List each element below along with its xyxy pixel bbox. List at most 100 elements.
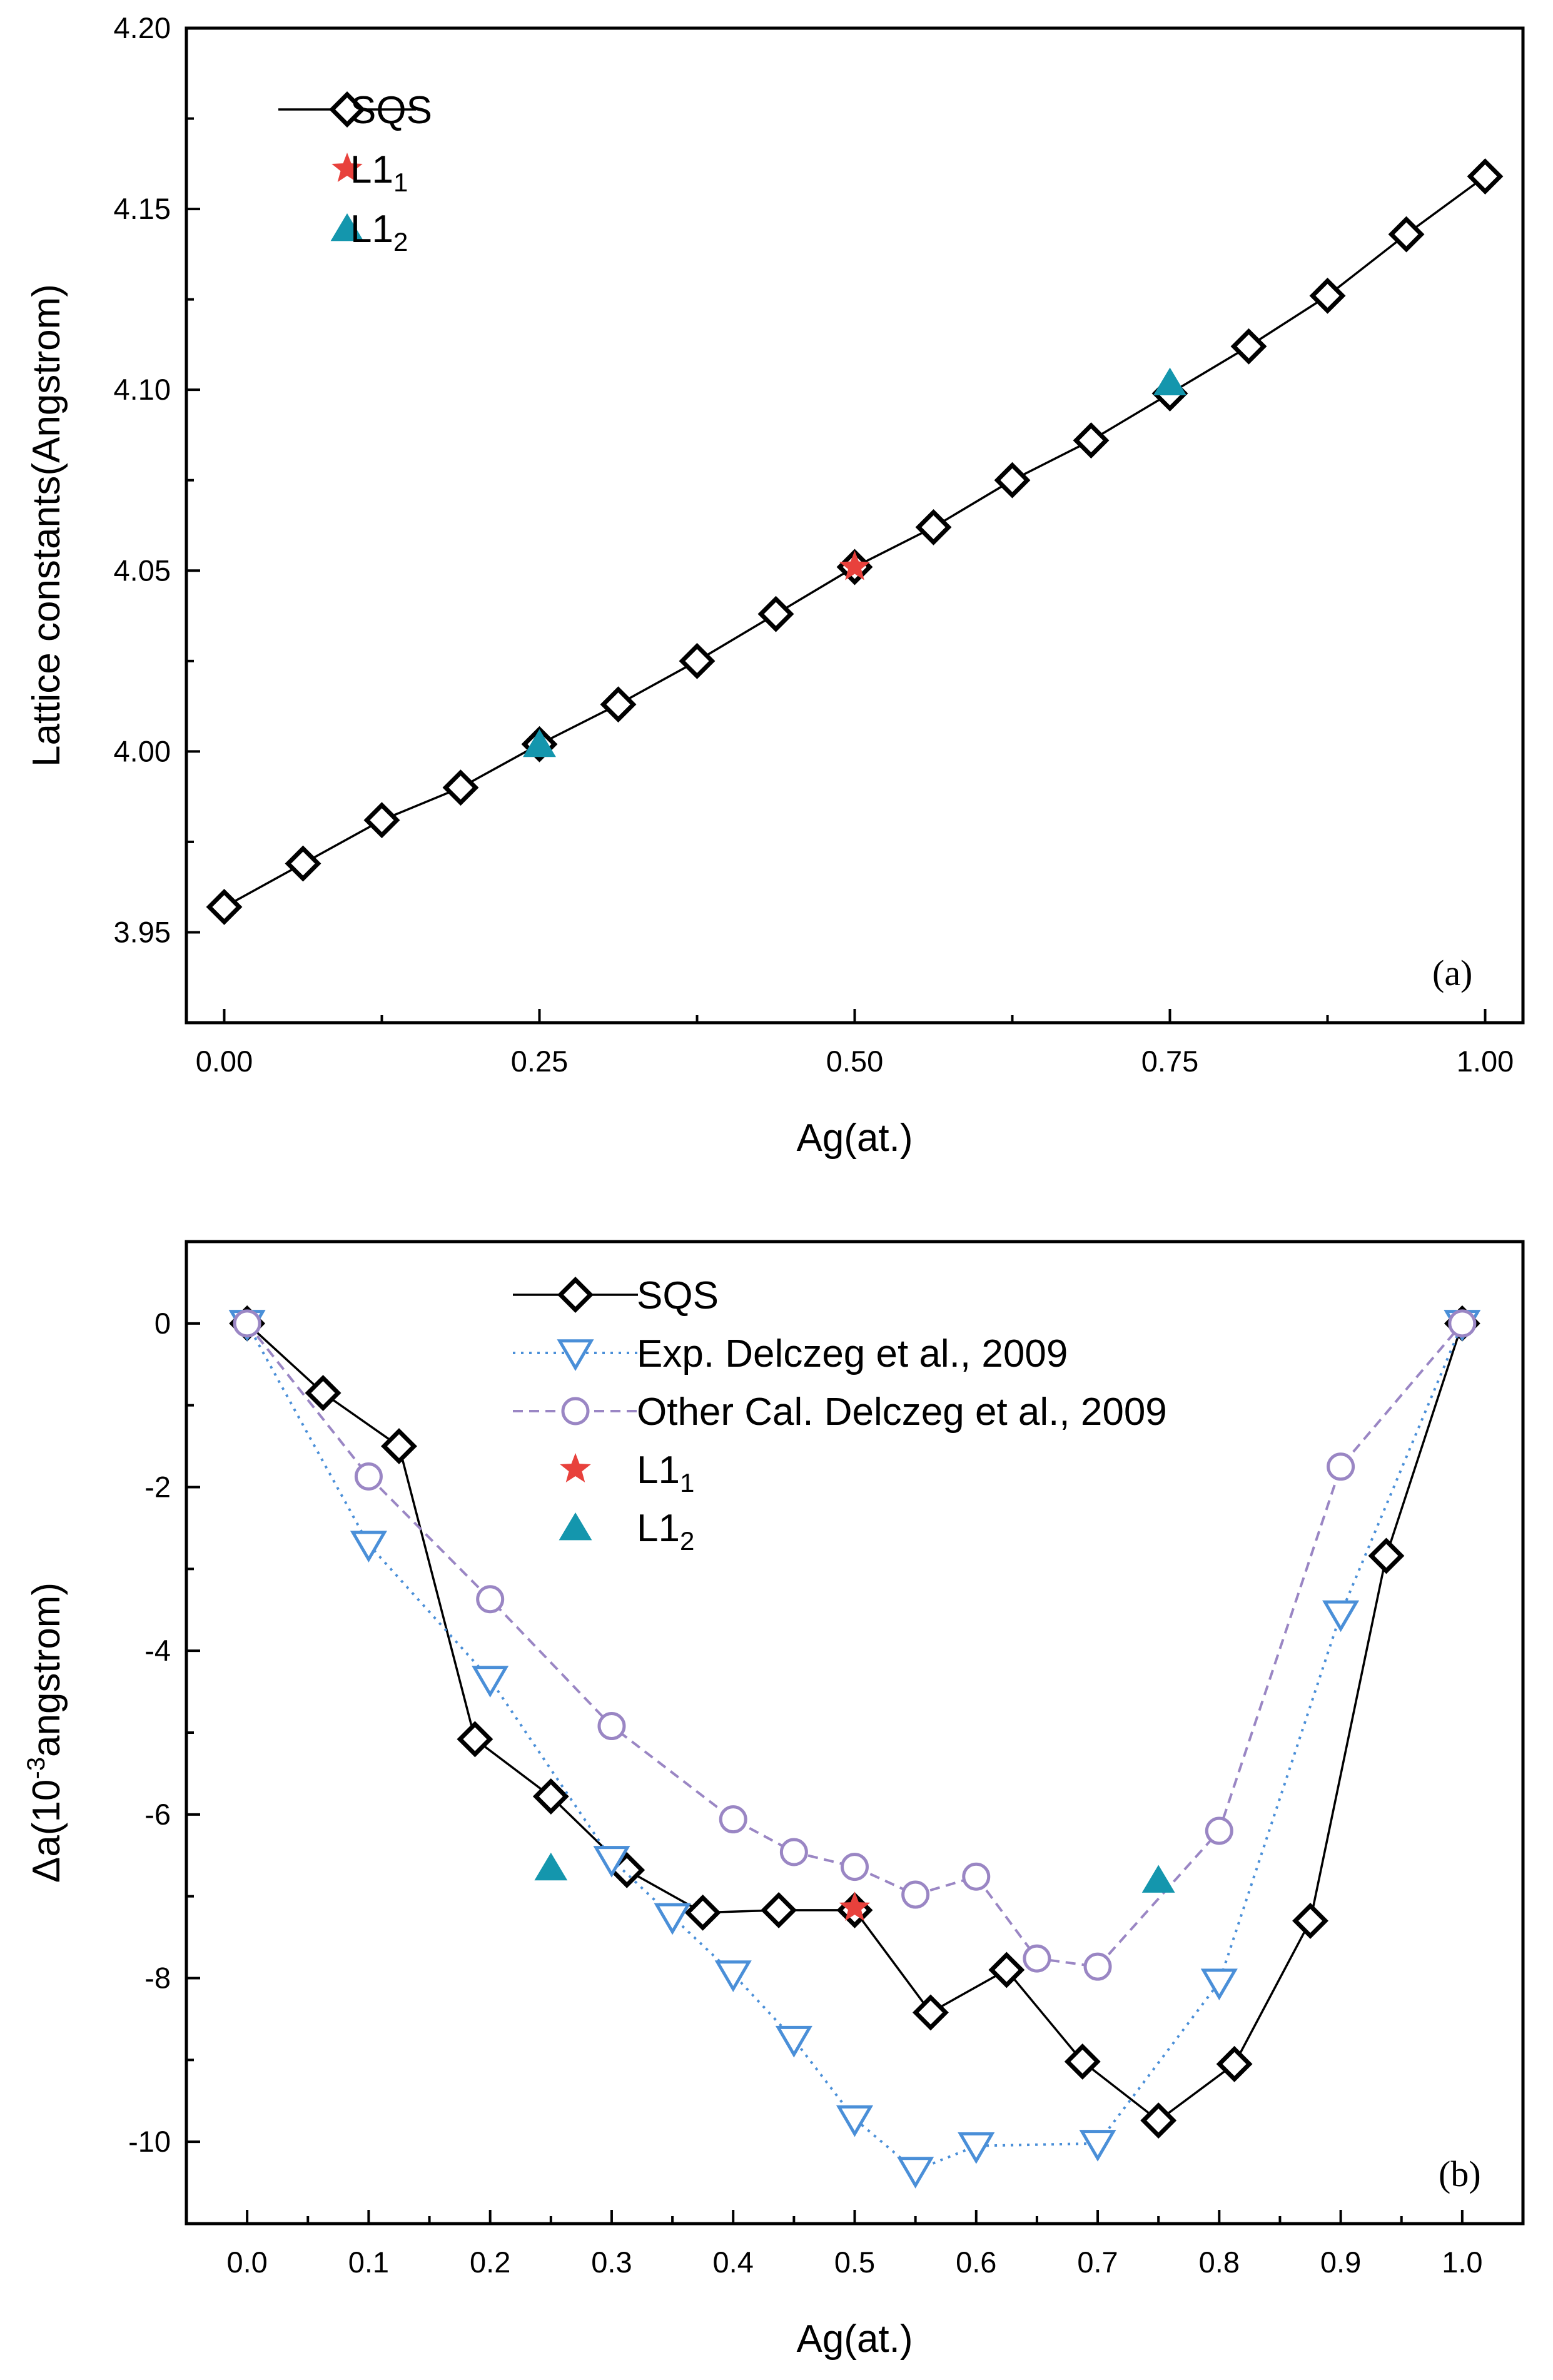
- x-tick-label: 0.0: [226, 2246, 267, 2279]
- data-point: [285, 845, 321, 882]
- legend-label-text: L1: [637, 1507, 680, 1550]
- legend-marker: [561, 1397, 590, 1425]
- data-point: [597, 1712, 626, 1741]
- legend: SQS Exp. Delczeg et al., 2009 Other Cal. D…: [513, 1274, 1167, 1556]
- data-point: [305, 1375, 341, 1411]
- legend-label-text: L1: [350, 208, 393, 251]
- data-point: [775, 2025, 812, 2058]
- panel-label: (a): [1432, 953, 1472, 993]
- data-point: [958, 2132, 995, 2164]
- x-tick-label: 0.50: [826, 1045, 883, 1078]
- legend-label-subscript: 2: [393, 227, 408, 256]
- data-point: [714, 1960, 752, 1992]
- data-point: [1292, 1902, 1328, 1939]
- x-tick-label: 0.9: [1320, 2246, 1361, 2279]
- y-tick-label: 4.00: [114, 734, 171, 767]
- x-tick-label: 0.25: [511, 1045, 568, 1078]
- y-tick-label: 0: [154, 1307, 171, 1340]
- data-point: [534, 1852, 568, 1881]
- legend-marker: [559, 1512, 592, 1541]
- data-point: [442, 769, 479, 806]
- data-point: [1079, 2130, 1116, 2162]
- x-tick-label: 0.7: [1077, 2246, 1118, 2279]
- data-point: [915, 509, 952, 545]
- legend-label-text: L1: [350, 148, 393, 191]
- x-tick-label: 0.75: [1141, 1045, 1198, 1078]
- y-axis-title-part: angstrom): [25, 1582, 68, 1757]
- legend-marker: [331, 153, 363, 182]
- y-tick-label: -8: [144, 1962, 171, 1995]
- y-axis-title-part: Δa(10: [25, 1780, 68, 1883]
- data-point: [684, 1894, 721, 1931]
- data-point: [523, 729, 556, 757]
- y-tick-label: 4.20: [114, 11, 171, 44]
- data-point: [1140, 2102, 1177, 2139]
- data-point: [1309, 277, 1346, 314]
- series-other-cal-delczeg-et-al-2009: [233, 1309, 1477, 1981]
- legend-label: L11: [637, 1449, 694, 1497]
- legend-label-text: L1: [637, 1449, 680, 1492]
- data-point: [1083, 1952, 1112, 1981]
- data-point: [719, 1805, 747, 1834]
- data-point: [593, 1846, 630, 1878]
- legend-label-subscript: 1: [680, 1468, 694, 1497]
- data-point: [1388, 216, 1425, 253]
- y-tick-label: -2: [144, 1471, 171, 1504]
- data-point: [839, 550, 871, 580]
- data-point: [679, 642, 716, 679]
- y-tick-label: -4: [144, 1634, 171, 1667]
- legend-label: SQS: [350, 89, 432, 132]
- data-point: [994, 462, 1031, 499]
- legend-label-text: Other Cal. Delczeg et al., 2009: [637, 1390, 1167, 1434]
- data-point: [206, 889, 243, 925]
- data-point: [363, 802, 400, 839]
- data-point: [757, 595, 794, 632]
- data-point: [600, 686, 637, 723]
- legend-label: L12: [350, 208, 408, 256]
- data-point: [457, 1721, 493, 1758]
- data-point: [1205, 1816, 1233, 1845]
- series-l1-1: [839, 1891, 871, 1921]
- panel-label: (b): [1439, 2154, 1481, 2194]
- data-point: [1153, 367, 1186, 396]
- data-point: [901, 1880, 930, 1909]
- data-point: [1073, 422, 1110, 459]
- data-point: [1023, 1944, 1051, 1973]
- data-point: [350, 1531, 387, 1563]
- x-axis-title: Ag(at.): [796, 2317, 913, 2361]
- legend-label: Other Cal. Delczeg et al., 2009: [637, 1390, 1167, 1434]
- x-tick-label: 0.6: [956, 2246, 996, 2279]
- data-point: [233, 1309, 261, 1338]
- legend-marker: [560, 1453, 591, 1482]
- data-point: [912, 1994, 949, 2031]
- data-point: [1368, 1537, 1405, 1574]
- data-point: [1322, 1600, 1360, 1633]
- data-point: [1200, 1968, 1238, 2001]
- legend-label-subscript: 2: [680, 1526, 694, 1556]
- legend-label-subscript: 1: [393, 168, 408, 197]
- x-tick-label: 1.0: [1442, 2246, 1482, 2279]
- series-l1-2: [534, 1852, 1175, 1893]
- x-tick-label: 0.3: [591, 2246, 632, 2279]
- data-point: [841, 1853, 869, 1881]
- x-tick-label: 0.00: [196, 1045, 253, 1078]
- x-tick-label: 1.00: [1457, 1045, 1514, 1078]
- y-axis-title: Δa(10-3angstrom): [23, 1582, 68, 1883]
- legend-label: L11: [350, 148, 408, 197]
- data-point: [988, 1952, 1025, 1988]
- legend-marker: [330, 213, 364, 241]
- data-point: [1448, 1309, 1477, 1338]
- data-point: [532, 1778, 569, 1815]
- y-tick-label: -6: [144, 1798, 171, 1831]
- x-tick-label: 0.8: [1199, 2246, 1240, 2279]
- x-tick-label: 0.5: [834, 2246, 875, 2279]
- legend-label: L12: [637, 1507, 694, 1556]
- x-tick-label: 0.4: [713, 2246, 754, 2279]
- panel-a: 0.00 0.25 0.50 0.75 1.00 3.95 4.00 4.05 4.10 4.15…: [25, 11, 1525, 1160]
- legend-label-text: SQS: [350, 89, 432, 132]
- data-point: [1327, 1452, 1355, 1481]
- data-point: [1230, 328, 1267, 365]
- data-point: [1141, 1865, 1175, 1893]
- series-l1-1: [839, 550, 871, 580]
